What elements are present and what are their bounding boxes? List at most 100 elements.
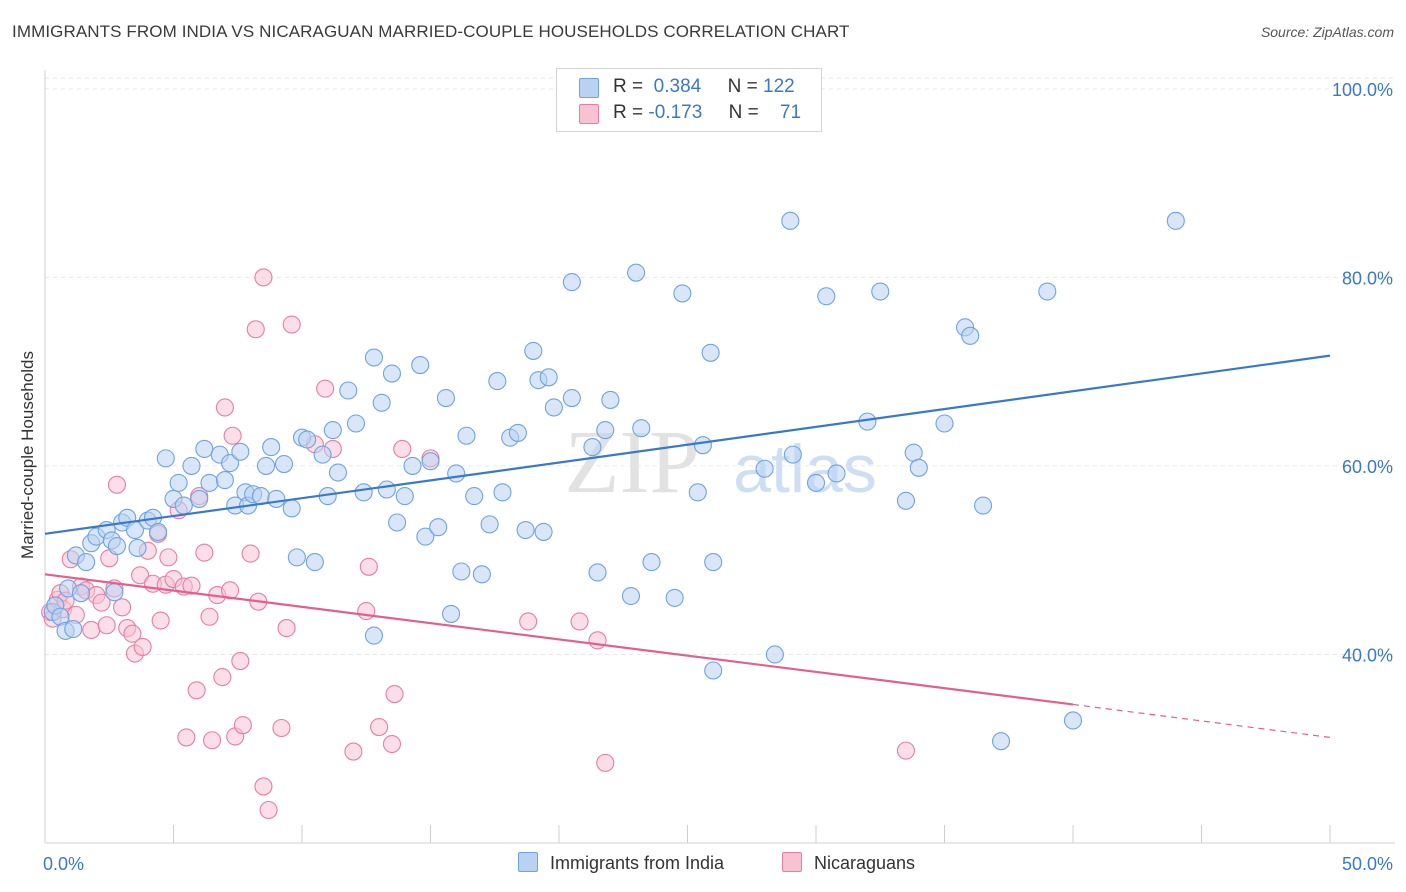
point-india bbox=[71, 584, 91, 603]
point-nicaraguans bbox=[570, 612, 589, 631]
point-india bbox=[231, 442, 250, 461]
point-india bbox=[169, 473, 188, 492]
point-india bbox=[200, 473, 219, 492]
point-india bbox=[601, 390, 620, 409]
point-nicaraguans bbox=[220, 581, 240, 600]
point-india bbox=[149, 522, 168, 541]
point-nicaraguans bbox=[254, 777, 273, 796]
point-india bbox=[627, 263, 646, 282]
x-tick-label-max: 50.0% bbox=[1342, 854, 1393, 874]
point-india bbox=[452, 562, 471, 581]
bottom-legend-swatch-nicaraguans bbox=[782, 852, 802, 872]
point-india bbox=[128, 538, 147, 557]
legend-r-label: R = bbox=[613, 102, 644, 123]
point-india bbox=[871, 282, 890, 301]
point-india bbox=[215, 471, 234, 490]
point-india bbox=[305, 553, 324, 572]
point-india bbox=[493, 483, 512, 502]
point-nicaraguans bbox=[131, 566, 150, 585]
point-nicaraguans bbox=[344, 742, 363, 761]
point-nicaraguans bbox=[215, 398, 234, 417]
point-india bbox=[436, 389, 455, 408]
point-india bbox=[447, 464, 466, 483]
point-india bbox=[174, 496, 193, 515]
y-tick-label: 60.0% bbox=[1342, 457, 1393, 477]
point-india bbox=[377, 480, 396, 499]
point-india bbox=[220, 454, 240, 473]
point-nicaraguans bbox=[123, 624, 142, 643]
point-india bbox=[195, 439, 214, 459]
point-india bbox=[411, 356, 430, 375]
legend-n-india: 122 bbox=[763, 76, 795, 97]
point-nicaraguans bbox=[519, 612, 538, 631]
point-india bbox=[516, 520, 535, 540]
point-india bbox=[973, 496, 993, 515]
point-india bbox=[274, 454, 294, 474]
point-india bbox=[64, 619, 83, 639]
point-india bbox=[904, 443, 923, 462]
point-nicaraguans bbox=[82, 620, 101, 640]
legend-r-nicaraguans: -0.173 bbox=[648, 102, 703, 123]
point-india bbox=[783, 445, 802, 464]
point-india bbox=[323, 421, 342, 440]
bottom-legend-swatch-india bbox=[518, 852, 538, 872]
point-india bbox=[465, 487, 484, 506]
point-india bbox=[472, 565, 491, 584]
chart-title: IMMIGRANTS FROM INDIA VS NICARAGUAN MARR… bbox=[12, 22, 850, 41]
point-india bbox=[262, 438, 281, 457]
legend-n-label: N = bbox=[727, 76, 758, 97]
legend-r-india: 0.384 bbox=[653, 76, 702, 97]
point-nicaraguans bbox=[382, 734, 402, 754]
point-india bbox=[267, 489, 286, 508]
point-nicaraguans bbox=[200, 607, 219, 626]
trendline-nicaraguans-extension bbox=[1072, 703, 1331, 739]
point-nicaraguans bbox=[97, 616, 116, 635]
y-tick-label: 80.0% bbox=[1342, 268, 1393, 288]
point-nicaraguans bbox=[133, 637, 152, 656]
correlation-legend: R = 0.384 N = 122 R = -0.173 N = 71 bbox=[556, 68, 822, 132]
point-india bbox=[642, 553, 661, 572]
point-india bbox=[372, 393, 391, 412]
legend-n-label: N = bbox=[728, 102, 759, 123]
point-india bbox=[287, 548, 306, 567]
point-india bbox=[328, 463, 348, 482]
point-nicaraguans bbox=[187, 681, 206, 700]
point-india bbox=[488, 372, 507, 391]
point-india bbox=[693, 436, 712, 455]
y-tick-label: 40.0% bbox=[1342, 645, 1393, 665]
point-india bbox=[621, 586, 641, 606]
point-india bbox=[935, 414, 954, 433]
point-nicaraguans bbox=[113, 598, 132, 617]
point-india bbox=[346, 414, 366, 433]
point-india bbox=[442, 604, 461, 623]
point-india bbox=[524, 341, 543, 360]
point-india bbox=[896, 491, 916, 510]
point-india bbox=[765, 645, 784, 664]
point-nicaraguans bbox=[357, 602, 376, 621]
source-credit: Source: ZipAtlas.com bbox=[1260, 24, 1394, 40]
point-india bbox=[781, 211, 800, 230]
point-india bbox=[1166, 211, 1185, 230]
point-india bbox=[403, 456, 422, 475]
point-india bbox=[421, 452, 440, 471]
point-india bbox=[364, 348, 384, 367]
point-nicaraguans bbox=[195, 543, 214, 562]
point-india bbox=[382, 364, 402, 383]
point-india bbox=[313, 445, 332, 464]
point-india bbox=[395, 487, 414, 506]
point-nicaraguans bbox=[246, 320, 265, 339]
bottom-legend-label-india: Immigrants from India bbox=[550, 853, 725, 873]
point-nicaraguans bbox=[241, 544, 260, 563]
point-nicaraguans bbox=[277, 619, 296, 638]
point-india bbox=[107, 537, 127, 556]
point-nicaraguans bbox=[159, 548, 178, 567]
point-india bbox=[364, 626, 384, 645]
point-india bbox=[817, 287, 836, 306]
point-india bbox=[354, 483, 373, 502]
point-nicaraguans bbox=[385, 685, 404, 704]
point-india bbox=[588, 563, 607, 582]
point-india bbox=[562, 389, 581, 408]
point-india bbox=[256, 456, 276, 475]
point-india bbox=[688, 483, 707, 502]
